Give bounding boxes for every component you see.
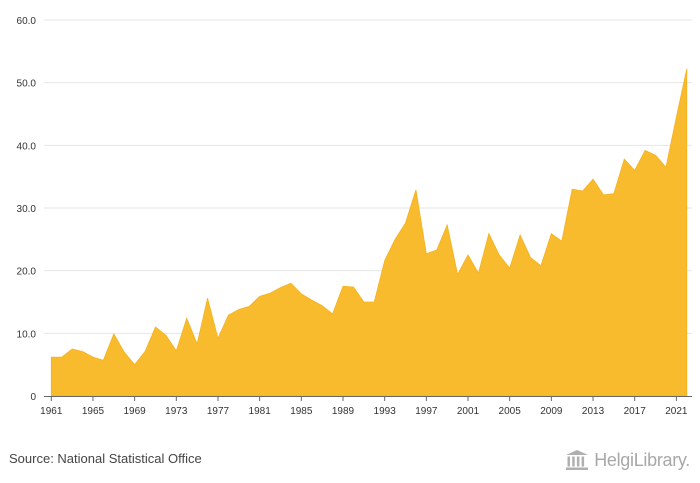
data-point	[226, 313, 230, 317]
footer: Source: National Statistical Office Helg…	[0, 440, 700, 483]
x-tick-label: 1985	[290, 406, 313, 417]
data-point	[143, 350, 147, 354]
data-point	[622, 157, 626, 161]
data-point	[206, 296, 210, 300]
source-note: Source: National Statistical Office	[9, 451, 202, 466]
x-tick-label: 1973	[165, 406, 188, 417]
data-point	[91, 355, 95, 359]
data-point	[185, 316, 189, 320]
data-point	[518, 233, 522, 237]
library-columns-icon	[566, 450, 589, 470]
data-point	[404, 221, 408, 225]
data-point	[60, 355, 64, 359]
data-point	[601, 193, 605, 197]
x-tick-label: 1961	[40, 406, 63, 417]
data-point	[101, 358, 105, 362]
x-tick-label: 2009	[540, 406, 563, 417]
data-point	[508, 266, 512, 270]
data-point	[122, 350, 126, 354]
data-point	[560, 239, 564, 243]
data-point	[237, 308, 241, 312]
data-point	[153, 325, 157, 329]
x-tick-label: 1977	[207, 406, 230, 417]
data-point	[549, 232, 553, 236]
y-tick-label: 60.0	[17, 16, 37, 27]
data-point	[393, 237, 397, 241]
data-point	[174, 349, 178, 353]
data-point	[445, 223, 449, 227]
data-point	[570, 187, 574, 191]
data-point	[424, 252, 428, 256]
data-point	[331, 312, 335, 316]
data-point	[591, 177, 595, 181]
data-point	[81, 350, 85, 354]
x-tick-label: 2005	[499, 406, 522, 417]
data-point	[289, 281, 293, 285]
data-point	[456, 272, 460, 276]
x-tick-label: 2021	[665, 406, 688, 417]
data-point	[258, 294, 262, 298]
x-axis: 1961 1965 1969 1973 1977 1981 1985 1989 1993 1997…	[40, 396, 692, 417]
brand-name: HelgiLibrary.	[594, 449, 690, 470]
y-axis: 0 10.0 20.0 30.0 40.0 50.0 60.0	[17, 16, 37, 403]
data-point	[362, 300, 366, 304]
data-point	[164, 333, 168, 337]
x-tick-label: 2001	[457, 406, 480, 417]
data-point	[49, 355, 53, 359]
brand-logo[interactable]: HelgiLibrary.	[565, 446, 690, 474]
data-point	[133, 363, 137, 367]
series-area	[49, 67, 689, 397]
data-point	[539, 264, 543, 268]
data-point	[654, 153, 658, 157]
x-tick-label: 1989	[332, 406, 355, 417]
data-point	[685, 67, 689, 71]
y-tick-label: 40.0	[17, 141, 37, 152]
data-point	[529, 256, 533, 260]
y-tick-label: 50.0	[17, 79, 37, 90]
y-tick-label: 20.0	[17, 267, 37, 278]
data-point	[351, 285, 355, 289]
x-tick-label: 2013	[582, 406, 605, 417]
data-point	[216, 336, 220, 340]
x-tick-label: 1993	[374, 406, 397, 417]
x-tick-label: 1969	[124, 406, 147, 417]
data-point	[268, 291, 272, 295]
y-tick-label: 10.0	[17, 329, 37, 340]
data-point	[414, 188, 418, 192]
data-point	[383, 259, 387, 263]
data-point	[487, 232, 491, 236]
data-point	[633, 168, 637, 172]
data-point	[643, 148, 647, 152]
data-point	[497, 253, 501, 257]
data-point	[664, 165, 668, 169]
data-point	[581, 189, 585, 193]
x-tick-label: 1997	[415, 406, 438, 417]
data-point	[674, 115, 678, 119]
data-point	[612, 192, 616, 196]
data-point	[476, 271, 480, 275]
data-point	[112, 332, 116, 336]
data-point	[310, 298, 314, 302]
area-fill	[50, 68, 688, 397]
data-point	[320, 304, 324, 308]
data-point	[195, 342, 199, 346]
data-point	[466, 253, 470, 257]
data-point	[341, 284, 345, 288]
data-point	[278, 286, 282, 290]
y-tick-label: 0	[30, 392, 36, 403]
x-tick-label: 2017	[624, 406, 647, 417]
x-tick-label: 1981	[249, 406, 272, 417]
data-point	[435, 248, 439, 252]
data-point	[70, 347, 74, 351]
y-tick-label: 30.0	[17, 204, 37, 215]
area-chart: 010.020.030.040.050.060.0 1961 1965 1969 19…	[17, 16, 692, 417]
data-point	[372, 300, 376, 304]
x-tick-label: 1965	[82, 406, 105, 417]
data-point	[299, 292, 303, 296]
data-point	[247, 304, 251, 308]
